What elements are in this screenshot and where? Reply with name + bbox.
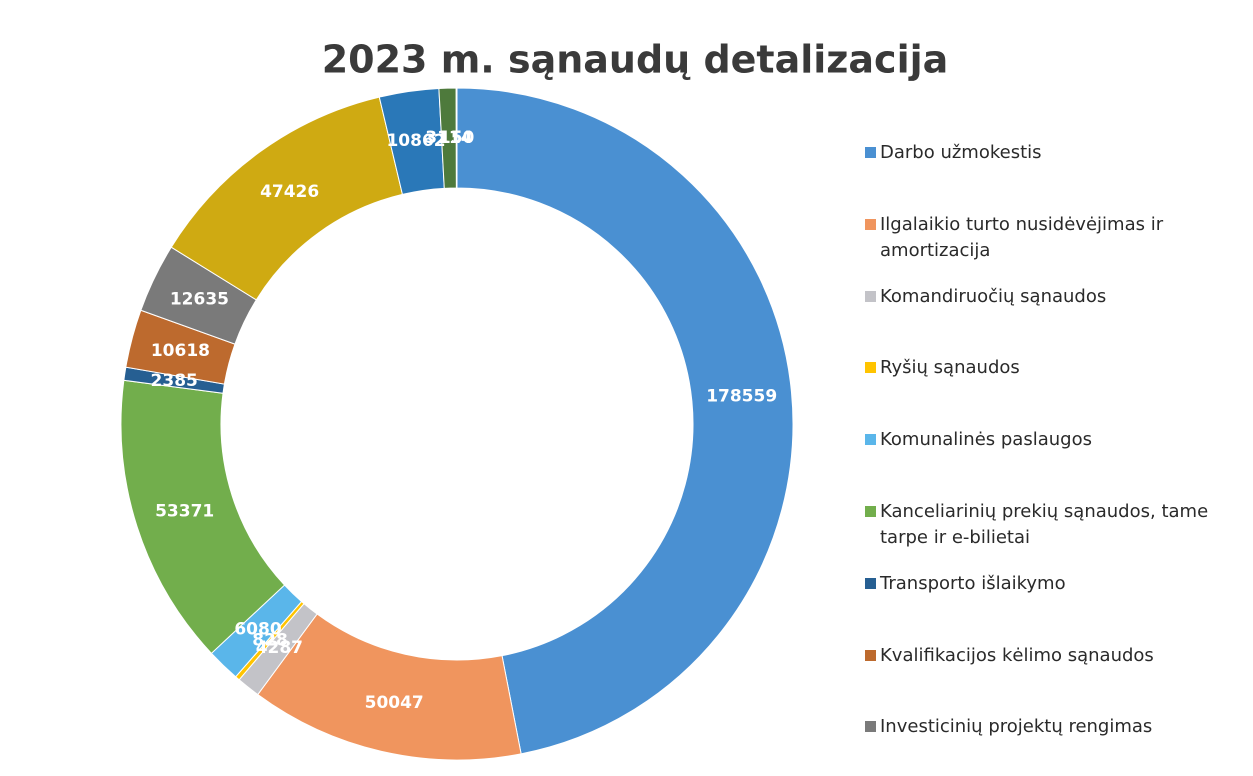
legend-swatch (865, 649, 876, 661)
donut-segment (455, 87, 458, 189)
data-label: 150 (439, 128, 475, 148)
data-label: 2385 (151, 371, 198, 391)
legend-swatch (865, 506, 876, 517)
data-label: 10618 (151, 341, 210, 361)
data-label: 10862 (386, 131, 445, 151)
legend-label: Komandiruočių sąnaudos (880, 285, 1107, 307)
legend-item: Transporto išlaikymo (865, 571, 1220, 597)
legend-item: Kvalifikacijos kėlimo sąnaudos (865, 643, 1220, 669)
legend-item: Ilgalaikio turto nusidėvėjimas ir amorti… (865, 212, 1220, 264)
data-label: 50047 (365, 693, 424, 713)
legend-swatch (865, 577, 876, 589)
data-label: 4287 (256, 638, 303, 658)
data-label: 47426 (260, 182, 319, 202)
legend-label: Kvalifikacijos kėlimo sąnaudos (880, 644, 1154, 666)
data-label: 12635 (170, 290, 229, 310)
data-label: 828 (252, 630, 288, 650)
legend-swatch (865, 362, 876, 374)
legend-label: Ryšių sąnaudos (880, 357, 1020, 379)
legend-swatch (865, 290, 876, 302)
legend-label: Komunalinės paslaugos (880, 429, 1092, 451)
legend-label: Darbo užmokestis (880, 142, 1042, 163)
chart-title: 2023 m. sąnaudų detalizacija (322, 38, 949, 82)
legend-label: Kanceliarinių prekių sąnaudos, tame tarp… (880, 501, 1209, 548)
data-label: 178559 (706, 387, 777, 407)
legend-item: Investicinių projektų rengimas (865, 714, 1220, 740)
legend-item: Kanceliarinių prekių sąnaudos, tame tarp… (865, 499, 1220, 551)
legend-label: Transporto išlaikymo (880, 572, 1066, 594)
legend-item: Darbo užmokestis (865, 140, 1220, 166)
legend-swatch (865, 147, 876, 158)
legend-swatch (865, 218, 876, 230)
data-label: 6080 (234, 619, 281, 639)
legend-item: Komunalinės paslaugos (865, 427, 1220, 453)
data-label: 3114 (425, 128, 472, 148)
legend-label: Ilgalaikio turto nusidėvėjimas ir amorti… (880, 213, 1164, 261)
legend-item: Ryšių sąnaudos (865, 355, 1220, 381)
legend-label: Investicinių projektų rengimas (880, 716, 1153, 738)
donut-segment (456, 87, 794, 755)
legend-item: Komandiruočių sąnaudos (865, 284, 1220, 310)
legend-swatch (865, 721, 876, 733)
legend-swatch (865, 434, 876, 446)
data-label: 53371 (155, 501, 214, 521)
